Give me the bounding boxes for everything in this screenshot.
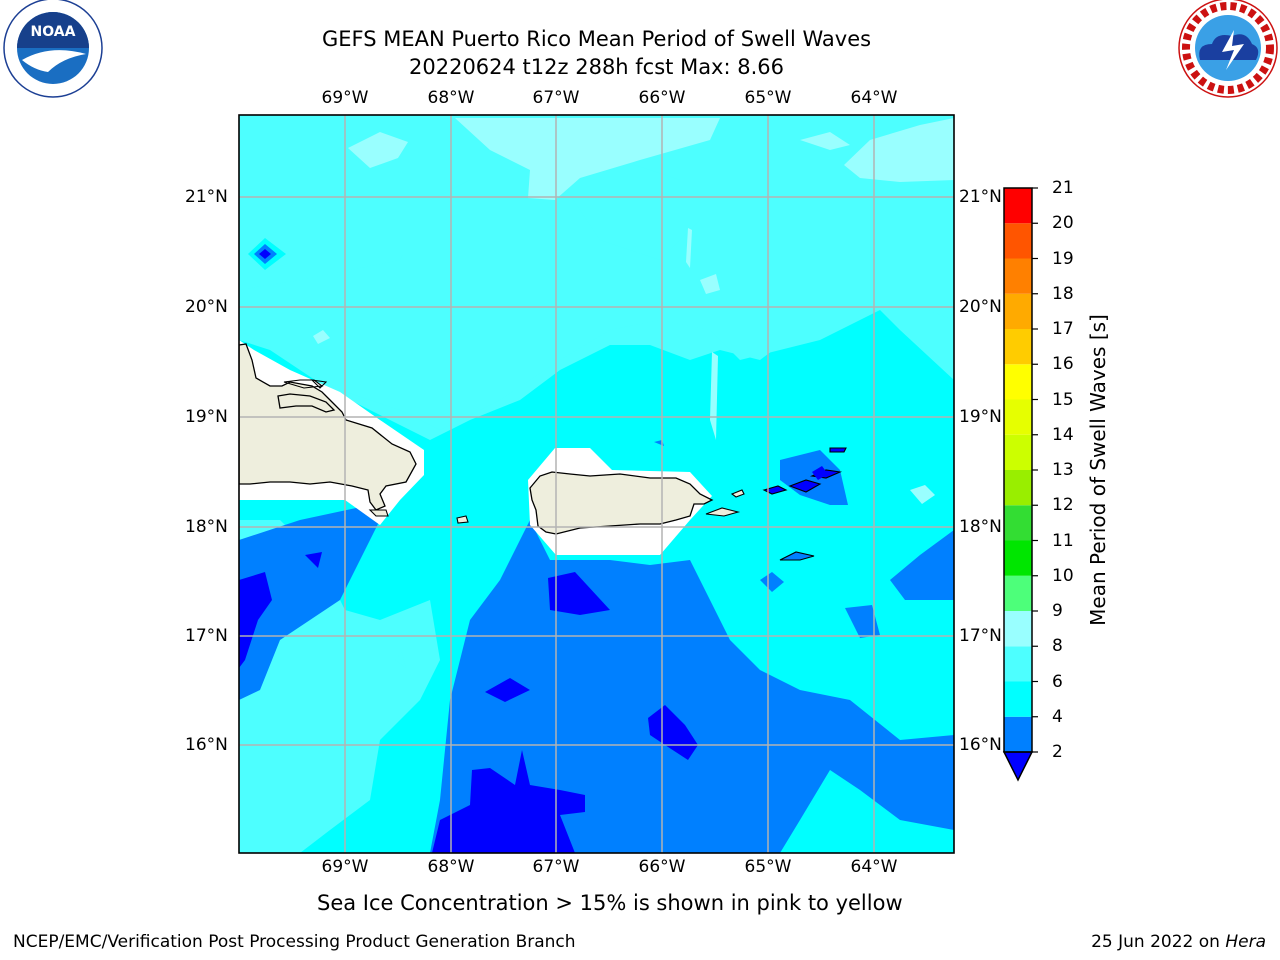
lon-label-top: 65°W (744, 88, 792, 108)
colorbar-tick-label: 14 (1052, 424, 1074, 445)
graticule (239, 115, 954, 853)
lon-label-top: 69°W (321, 88, 369, 108)
band-below-2 (239, 572, 272, 668)
colorbar-tick-label: 6 (1052, 671, 1063, 692)
lat-label-right: 18°N (959, 517, 1002, 537)
colorbar-tick-label: 15 (1052, 389, 1074, 410)
colorbar-tick-label: 20 (1052, 213, 1074, 234)
footer-machine: Hera (1225, 932, 1266, 952)
colorbar-tick-label: 4 (1052, 706, 1063, 727)
colorbar-tick-label: 17 (1052, 319, 1074, 339)
sea-ice-note-text: Sea Ice Concentration > 15% is shown in … (317, 891, 903, 915)
footer-credit: NCEP/EMC/Verification Post Processing Pr… (13, 932, 576, 952)
colorbar-tick-label: 2 (1052, 742, 1063, 762)
lat-label-right: 21°N (959, 187, 1002, 207)
lon-label-bottom: 67°W (532, 857, 580, 877)
lat-label-left: 21°N (185, 187, 228, 207)
colorbar-tick-label: 8 (1052, 636, 1063, 657)
lat-label-left: 16°N (185, 735, 228, 755)
colorbar-tick-label: 16 (1052, 354, 1074, 375)
swell-period-field (239, 115, 954, 853)
colorbar-tick-label: 11 (1052, 530, 1074, 551)
lat-label-left: 17°N (185, 626, 228, 646)
tortuga-coastline (277, 393, 336, 413)
map-frame (238, 114, 955, 854)
noaa-logo-text: NOAA (31, 24, 76, 40)
nws-logo (1178, 0, 1278, 98)
st-croix-coastline (779, 551, 815, 561)
chart-title: GEFS MEAN Puerto Rico Mean Period of Swe… (321, 27, 872, 51)
band-8-9-patch (348, 132, 408, 168)
colorbar-tick-label: 10 (1052, 565, 1074, 586)
lon-label-bottom: 66°W (638, 857, 686, 877)
lon-label-top: 66°W (638, 88, 686, 108)
lat-label-left: 20°N (185, 297, 228, 317)
band-2-4-virgin-islands (780, 450, 848, 505)
lon-label-top: 68°W (427, 88, 475, 108)
colorbar-tick-label: 21 (1052, 178, 1074, 198)
colorbar-tick-label: 19 (1052, 248, 1074, 269)
lat-label-left: 19°N (185, 407, 228, 427)
noaa-logo: NOAA (3, 0, 103, 98)
lat-label-right: 16°N (959, 735, 1002, 755)
lon-label-bottom: 64°W (850, 857, 898, 877)
hispaniola-coastline (239, 343, 417, 511)
lat-label-right: 17°N (959, 626, 1002, 646)
vieques-coastline (705, 507, 741, 517)
lon-label-bottom: 69°W (321, 857, 369, 877)
lon-label-top: 64°W (850, 88, 898, 108)
footer-date-text: 25 Jun 2022 on (1091, 932, 1220, 952)
lon-label-top: 67°W (532, 88, 580, 108)
band-8-9-patch (455, 118, 720, 200)
puerto-rico-coastline (529, 471, 714, 535)
lon-label-bottom: 68°W (427, 857, 475, 877)
lat-label-right: 20°N (959, 297, 1002, 317)
lat-label-right: 19°N (959, 407, 1002, 427)
colorbar-tick-label: 13 (1052, 460, 1074, 480)
lon-label-bottom: 65°W (744, 857, 792, 877)
colorbar-label: Mean Period of Swell Waves [s] (1086, 314, 1110, 626)
chart-subtitle: 20220624 t12z 288h fcst Max: 8.66 (409, 55, 784, 79)
colorbar-tick-label: 18 (1052, 283, 1074, 304)
colorbar-tick-label: 12 (1052, 495, 1074, 516)
colorbar-tick-label: 9 (1052, 601, 1063, 621)
footer-date: 25 Jun 2022 on Hera (1091, 932, 1266, 952)
lat-label-left: 18°N (185, 517, 228, 537)
